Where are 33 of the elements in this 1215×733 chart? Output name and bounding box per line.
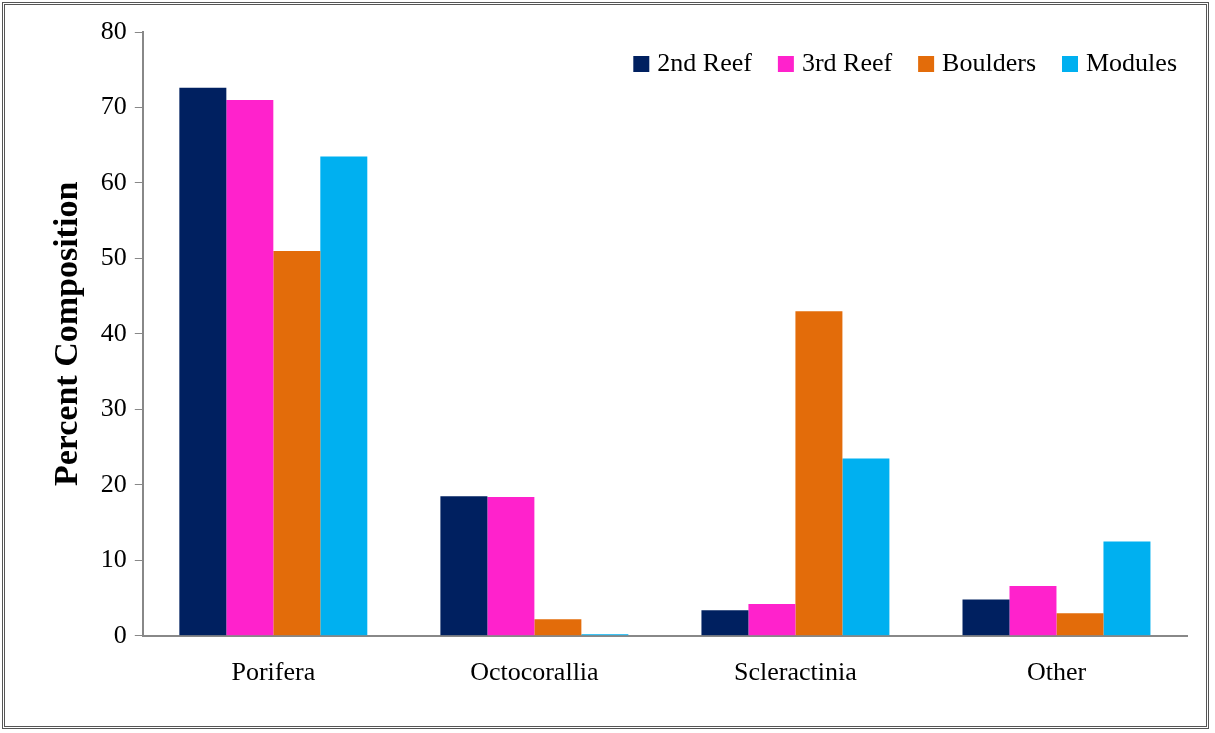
y-tick-label: 50 bbox=[100, 242, 127, 272]
bar bbox=[1009, 585, 1057, 636]
x-tick-label: Other bbox=[1026, 657, 1087, 687]
y-tick-label: 20 bbox=[100, 468, 127, 498]
y-tick-label: 70 bbox=[100, 91, 127, 121]
bar bbox=[487, 496, 535, 636]
legend-label: 2nd Reef bbox=[657, 47, 753, 77]
bar bbox=[1056, 613, 1104, 636]
x-tick-label: Scleractinia bbox=[734, 657, 858, 687]
legend-label: Boulders bbox=[942, 47, 1037, 77]
y-tick-label: 0 bbox=[113, 619, 127, 649]
bar bbox=[701, 610, 749, 636]
y-tick-label: 60 bbox=[100, 166, 127, 196]
bar bbox=[273, 250, 321, 636]
y-tick-label: 30 bbox=[100, 393, 127, 423]
y-tick-label: 80 bbox=[100, 15, 127, 45]
bar bbox=[842, 458, 890, 636]
legend-label: Modules bbox=[1086, 47, 1177, 77]
bar bbox=[179, 87, 227, 636]
bar bbox=[962, 599, 1010, 636]
x-tick-label: Porifera bbox=[231, 657, 316, 687]
x-tick-label: Octocorallia bbox=[470, 657, 600, 687]
bar bbox=[320, 156, 368, 636]
bar bbox=[440, 496, 488, 636]
y-tick-label: 10 bbox=[100, 544, 127, 574]
bar bbox=[226, 99, 274, 636]
legend-label: 3rd Reef bbox=[801, 47, 893, 77]
y-axis-title: Percent Composition bbox=[47, 181, 85, 487]
bar bbox=[795, 311, 843, 636]
bar bbox=[1103, 541, 1151, 636]
bar bbox=[748, 604, 796, 636]
y-tick-label: 40 bbox=[100, 317, 127, 347]
bar bbox=[534, 619, 582, 636]
